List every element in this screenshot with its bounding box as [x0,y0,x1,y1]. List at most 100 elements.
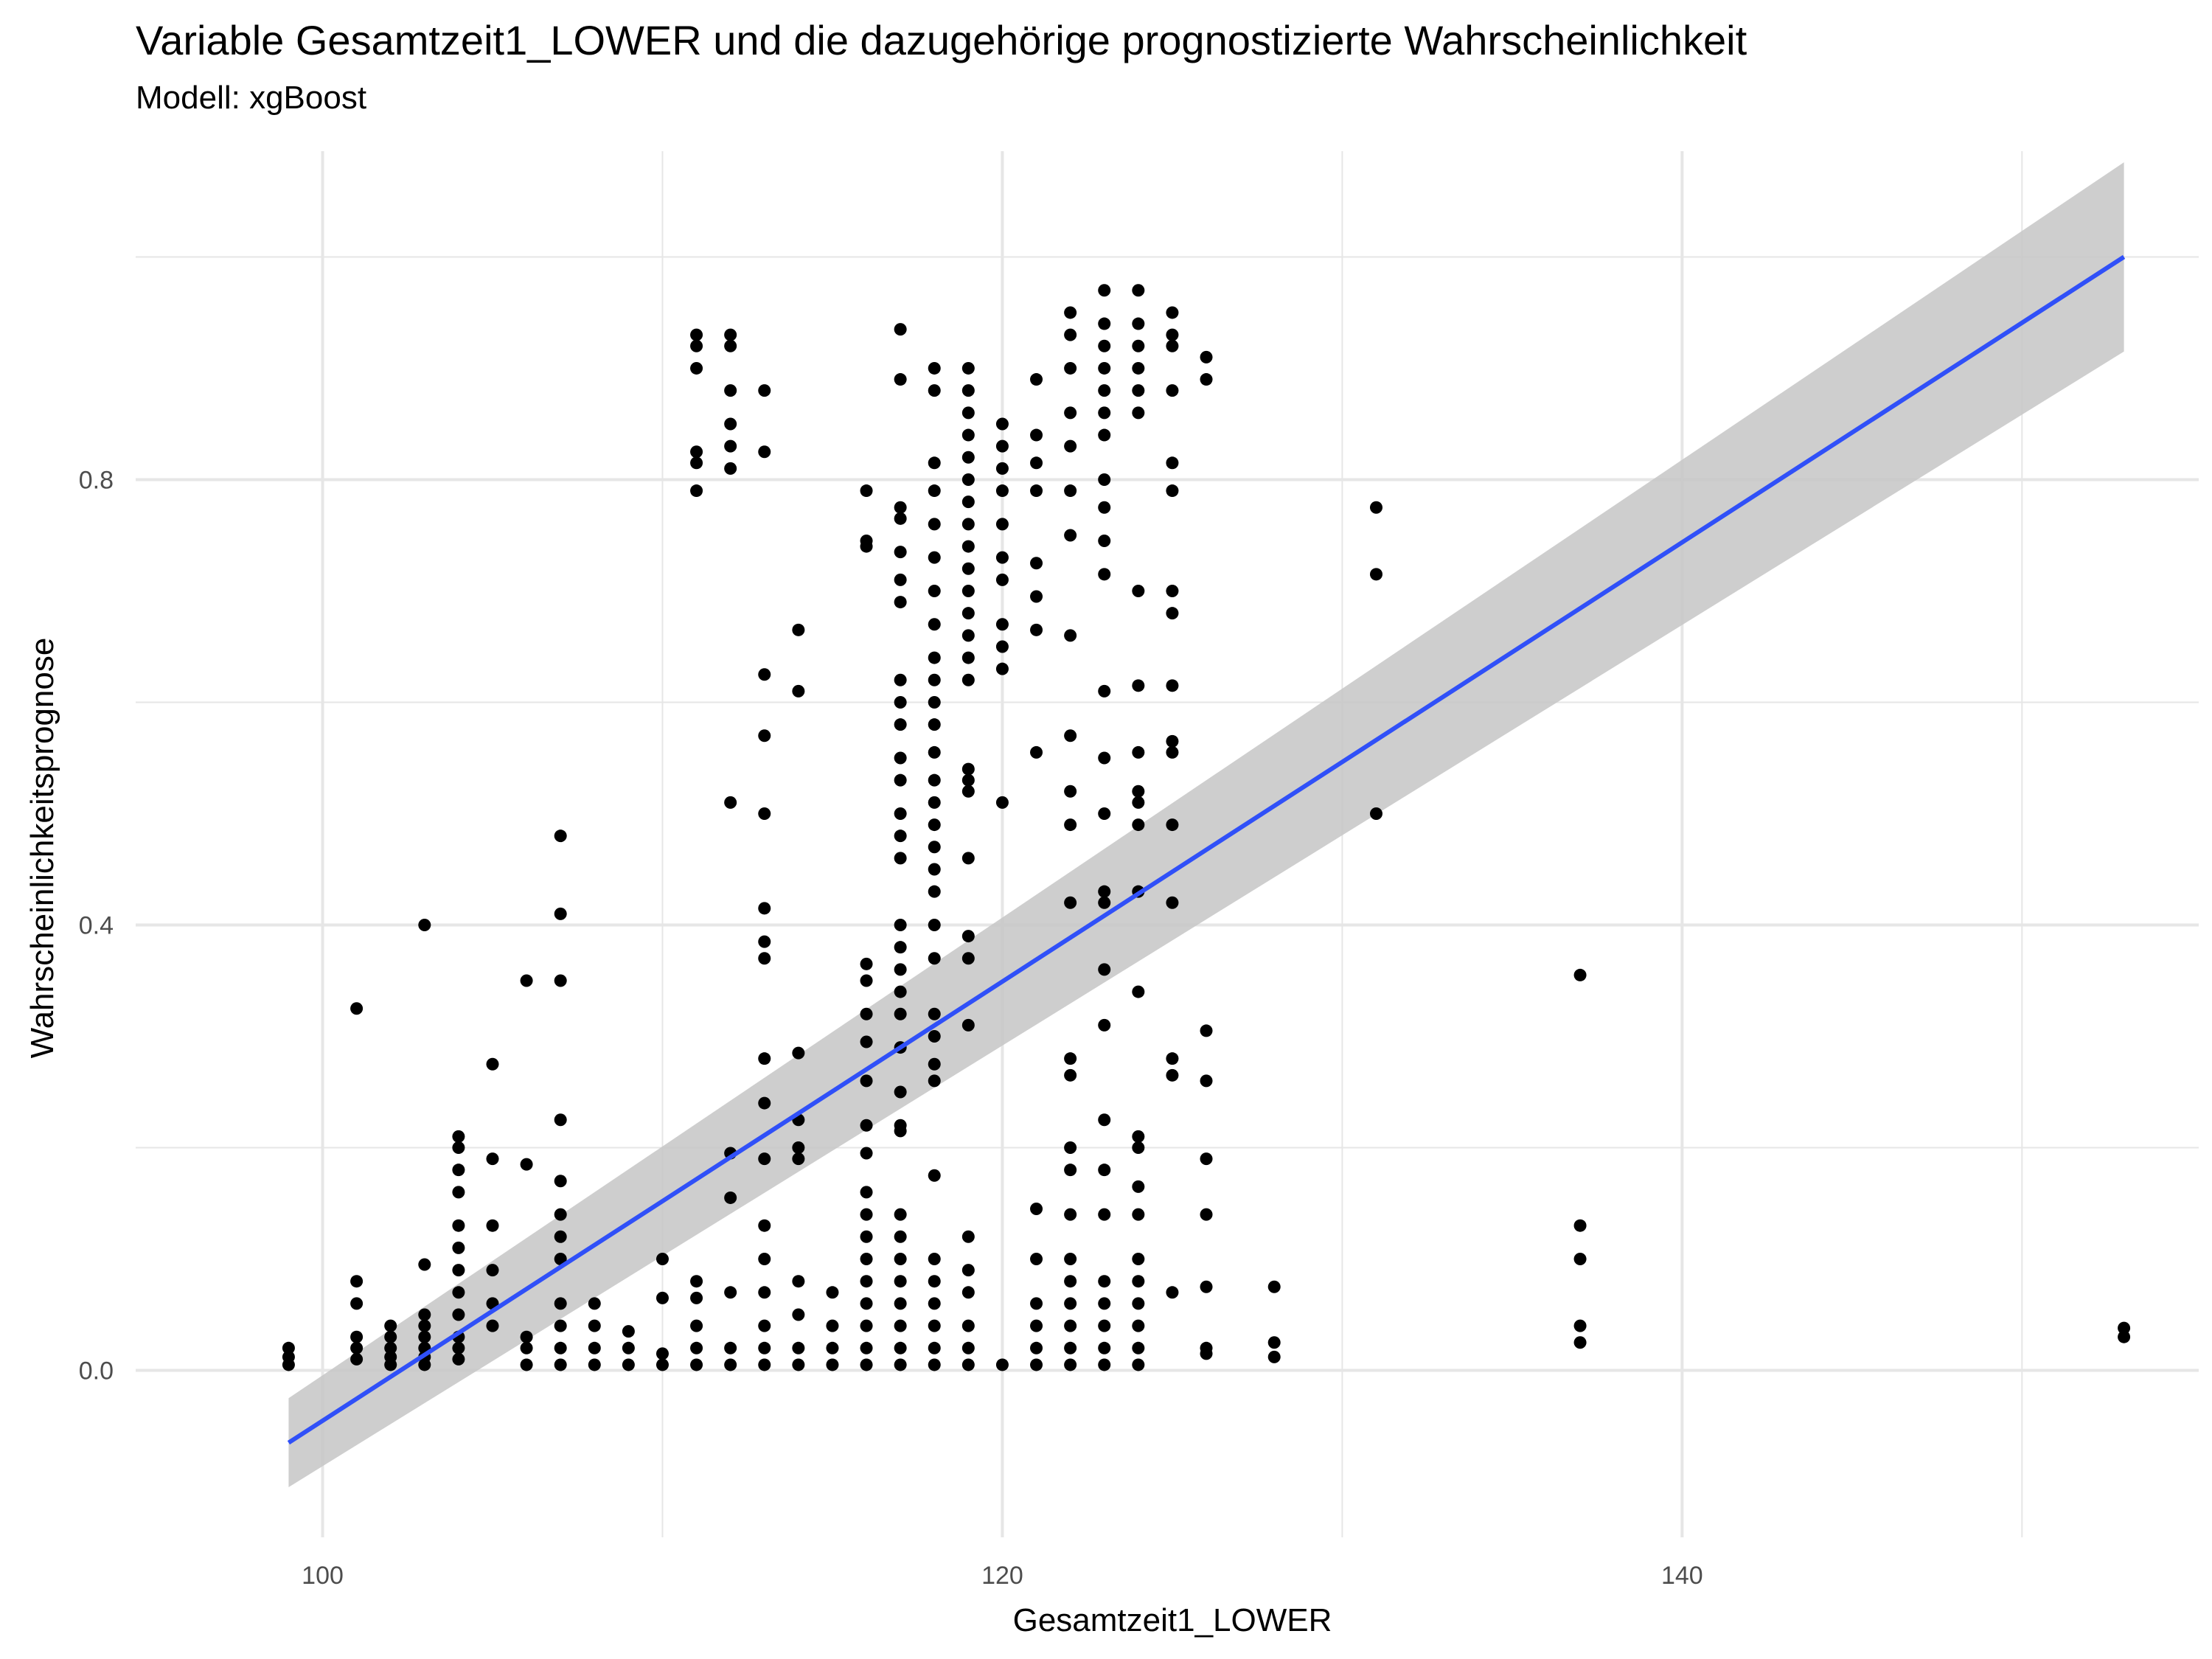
data-point [1030,456,1043,470]
data-point [1064,1068,1077,1082]
data-point [554,1319,567,1332]
data-point [1132,1275,1145,1288]
data-point [1573,1319,1587,1332]
data-point [452,1352,465,1366]
data-point [554,1252,567,1265]
data-point [1098,1275,1111,1288]
data-point [1132,1297,1145,1310]
data-point [860,535,873,548]
data-point [894,1275,907,1288]
data-point [995,518,1009,531]
x-axis-title: Gesamtzeit1_LOWER [1013,1602,1332,1638]
data-point [928,1275,941,1288]
data-point [1064,629,1077,642]
data-point [2118,1330,2131,1343]
data-point [1030,1252,1043,1265]
data-point [894,1007,907,1020]
data-point [1098,896,1111,909]
data-point [758,1152,771,1166]
data-point [1132,818,1145,832]
data-point [961,361,975,375]
data-point [928,1057,941,1071]
data-point [928,695,941,709]
data-point [452,1186,465,1199]
data-point [961,1018,975,1032]
data-point [792,1152,805,1166]
data-point [1132,1180,1145,1193]
data-point [928,841,941,854]
data-point [860,1230,873,1243]
data-point [690,445,703,459]
data-point [894,1085,907,1099]
data-point [826,1286,839,1299]
x-tick-label: 140 [1661,1562,1703,1590]
data-point [826,1358,839,1371]
data-point [995,796,1009,809]
data-point [350,1002,364,1015]
data-point [1064,529,1077,542]
data-point [758,384,771,397]
data-point [1166,339,1179,352]
data-point [894,1297,907,1310]
data-point [860,1007,873,1020]
data-point [1166,484,1179,498]
data-point [894,985,907,998]
data-point [1030,557,1043,570]
data-point [894,807,907,820]
data-point [520,1358,533,1371]
data-point [894,673,907,686]
data-point [1064,785,1077,798]
data-point [1200,1208,1213,1221]
data-point [894,546,907,559]
data-point [1098,807,1111,820]
data-point [758,807,771,820]
x-tick-label: 100 [302,1562,344,1590]
data-point [1064,406,1077,420]
data-point [928,918,941,931]
data-point [554,1297,567,1310]
y-tick-label: 0.0 [79,1357,114,1385]
data-point [520,974,533,987]
data-point [860,1341,873,1354]
data-point [1166,328,1179,341]
data-point [961,651,975,664]
data-point [928,361,941,375]
data-point [860,1186,873,1199]
data-point [860,1275,873,1288]
data-point [961,1358,975,1371]
data-point [792,1308,805,1321]
data-point [928,673,941,686]
data-point [758,1286,771,1299]
data-point [961,428,975,442]
data-point [1369,807,1382,820]
data-point [758,1252,771,1265]
data-point [350,1341,364,1354]
data-point [350,1297,364,1310]
data-point [1030,1341,1043,1354]
data-point [1132,1319,1145,1332]
data-point [961,930,975,943]
data-point [1030,1358,1043,1371]
fit-line-layer [287,254,2126,1445]
data-point [961,584,975,597]
data-point [724,1286,737,1299]
data-point [961,1264,975,1277]
data-point [928,885,941,898]
data-point [1064,1275,1077,1288]
data-point [1166,818,1179,832]
chart-subtitle: Modell: xgBoost [136,80,367,116]
data-point [418,918,431,931]
data-point [1098,384,1111,397]
data-point [1064,439,1077,453]
data-point [928,518,941,531]
data-point [1098,1208,1111,1221]
data-point [928,651,941,664]
data-point [1166,734,1179,748]
data-point [1064,1319,1077,1332]
data-point [928,1341,941,1354]
data-point [1064,1297,1077,1310]
data-point [1166,679,1179,692]
data-point [961,629,975,642]
data-point [1369,501,1382,514]
data-point [418,1308,431,1321]
